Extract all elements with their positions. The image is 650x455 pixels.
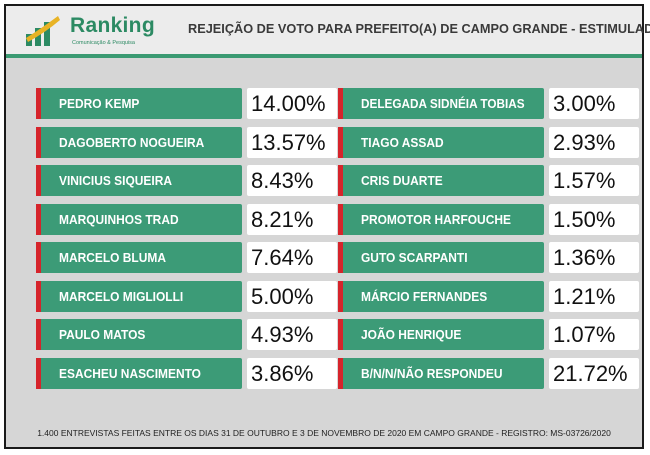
candidate-name: B/N/N/NÃO RESPONDEU <box>361 365 503 381</box>
candidate-bar: MARQUINHOS TRAD <box>36 203 242 235</box>
candidate-name: VINICIUS SIQUEIRA <box>59 173 172 188</box>
red-accent-stripe <box>338 357 343 389</box>
candidate-name: CRIS DUARTE <box>361 173 443 188</box>
percentage-box: 1.36% <box>549 242 639 273</box>
percentage-label: 5.00% <box>251 283 314 309</box>
ranking-logo: Ranking Comunicação & Pesquisa <box>24 14 164 50</box>
header-separator <box>6 54 642 58</box>
candidate-bar: TIAGO ASSAD <box>338 126 544 158</box>
percentage-label: 8.21% <box>251 206 314 232</box>
percentage-box: 8.43% <box>247 165 337 196</box>
red-accent-stripe <box>338 126 343 158</box>
candidate-bar: B/N/N/NÃO RESPONDEU <box>338 357 544 389</box>
candidate-name: MARCELO MIGLIOLLI <box>59 288 184 304</box>
red-accent-stripe <box>338 203 343 235</box>
percentage-box: 4.93% <box>247 319 337 350</box>
candidate-name: MÁRCIO FERNANDES <box>361 288 488 304</box>
red-accent-stripe <box>36 126 41 158</box>
candidate-bar: MARCELO MIGLIOLLI <box>36 280 242 312</box>
percentage-box: 1.50% <box>549 203 639 235</box>
percentage-box: 8.21% <box>247 203 337 235</box>
percentage-label: 1.36% <box>553 245 616 270</box>
candidate-name: DELEGADA SIDNÉIA TOBIAS <box>361 96 525 111</box>
red-accent-stripe <box>338 88 343 119</box>
red-accent-stripe <box>338 319 343 350</box>
percentage-box: 3.86% <box>247 357 337 389</box>
percentage-label: 13.57% <box>251 129 326 155</box>
percentage-label: 3.86% <box>251 360 314 386</box>
candidate-name: PAULO MATOS <box>59 327 146 342</box>
candidate-name: PROMOTOR HARFOUCHE <box>361 211 511 227</box>
candidate-bar: JOÃO HENRIQUE <box>338 319 544 350</box>
candidate-name: ESACHEU NASCIMENTO <box>59 365 201 381</box>
candidate-bar: PAULO MATOS <box>36 319 242 350</box>
candidate-bar: CRIS DUARTE <box>338 165 544 196</box>
red-accent-stripe <box>36 203 41 235</box>
ranking-logo-icon <box>26 16 60 46</box>
percentage-label: 14.00% <box>251 91 326 116</box>
infographic-frame: Ranking Comunicação & Pesquisa REJEIÇÃO … <box>4 4 650 449</box>
percentage-label: 1.21% <box>553 283 616 309</box>
candidate-bar: DELEGADA SIDNÉIA TOBIAS <box>338 88 544 119</box>
candidate-bar: ESACHEU NASCIMENTO <box>36 357 242 389</box>
red-accent-stripe <box>36 357 41 389</box>
candidate-name: DAGOBERTO NOGUEIRA <box>59 134 205 150</box>
candidate-bar: PEDRO KEMP <box>36 88 242 119</box>
percentage-box: 1.21% <box>549 280 639 312</box>
footer-note: 1.400 ENTREVISTAS FEITAS ENTRE OS DIAS 3… <box>37 428 611 438</box>
percentage-box: 5.00% <box>247 280 337 312</box>
candidate-name: MARCELO BLUMA <box>59 250 166 265</box>
percentage-box: 3.00% <box>549 88 639 119</box>
candidate-name: MARQUINHOS TRAD <box>59 211 179 227</box>
brand-subtitle: Comunicação & Pesquisa <box>72 40 135 46</box>
red-accent-stripe <box>36 319 41 350</box>
percentage-label: 3.00% <box>553 91 616 116</box>
percentage-box: 7.64% <box>247 242 337 273</box>
percentage-label: 1.57% <box>553 168 616 193</box>
candidate-name: TIAGO ASSAD <box>361 134 444 150</box>
chart-title: REJEIÇÃO DE VOTO PARA PREFEITO(A) DE CAM… <box>188 21 650 36</box>
candidate-name: GUTO SCARPANTI <box>361 250 468 265</box>
candidate-bar: DAGOBERTO NOGUEIRA <box>36 126 242 158</box>
candidate-bar: PROMOTOR HARFOUCHE <box>338 203 544 235</box>
red-accent-stripe <box>338 280 343 312</box>
red-accent-stripe <box>338 242 343 273</box>
percentage-label: 8.43% <box>251 168 314 193</box>
percentage-box: 21.72% <box>549 357 639 389</box>
candidate-bar: MARCELO BLUMA <box>36 242 242 273</box>
red-accent-stripe <box>36 165 41 196</box>
percentage-box: 14.00% <box>247 88 337 119</box>
percentage-label: 7.64% <box>251 245 314 270</box>
percentage-box: 1.07% <box>549 319 639 350</box>
candidate-bar: GUTO SCARPANTI <box>338 242 544 273</box>
percentage-label: 2.93% <box>553 129 616 155</box>
red-accent-stripe <box>36 280 41 312</box>
red-accent-stripe <box>36 88 41 119</box>
candidate-name: PEDRO KEMP <box>59 96 140 111</box>
percentage-box: 13.57% <box>247 126 337 158</box>
percentage-label: 1.07% <box>553 322 616 347</box>
candidate-bar: MÁRCIO FERNANDES <box>338 280 544 312</box>
percentage-label: 4.93% <box>251 322 314 347</box>
candidate-bar: VINICIUS SIQUEIRA <box>36 165 242 196</box>
candidate-name: JOÃO HENRIQUE <box>361 327 462 342</box>
percentage-box: 2.93% <box>549 126 639 158</box>
percentage-box: 1.57% <box>549 165 639 196</box>
percentage-label: 1.50% <box>553 206 616 232</box>
red-accent-stripe <box>36 242 41 273</box>
percentage-label: 21.72% <box>553 360 628 386</box>
header: Ranking Comunicação & Pesquisa REJEIÇÃO … <box>6 6 650 54</box>
red-accent-stripe <box>338 165 343 196</box>
brand-name: Ranking <box>70 14 155 37</box>
